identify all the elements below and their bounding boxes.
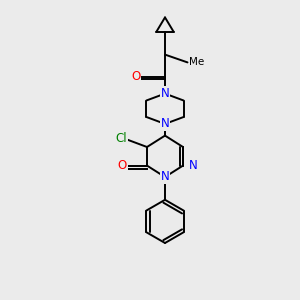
Text: Me: Me [189, 57, 204, 68]
Text: N: N [189, 159, 198, 172]
Text: N: N [160, 87, 169, 100]
Text: N: N [160, 170, 169, 184]
Text: Cl: Cl [115, 132, 127, 145]
Text: O: O [118, 159, 127, 172]
Text: O: O [131, 70, 140, 83]
Text: N: N [160, 117, 169, 130]
